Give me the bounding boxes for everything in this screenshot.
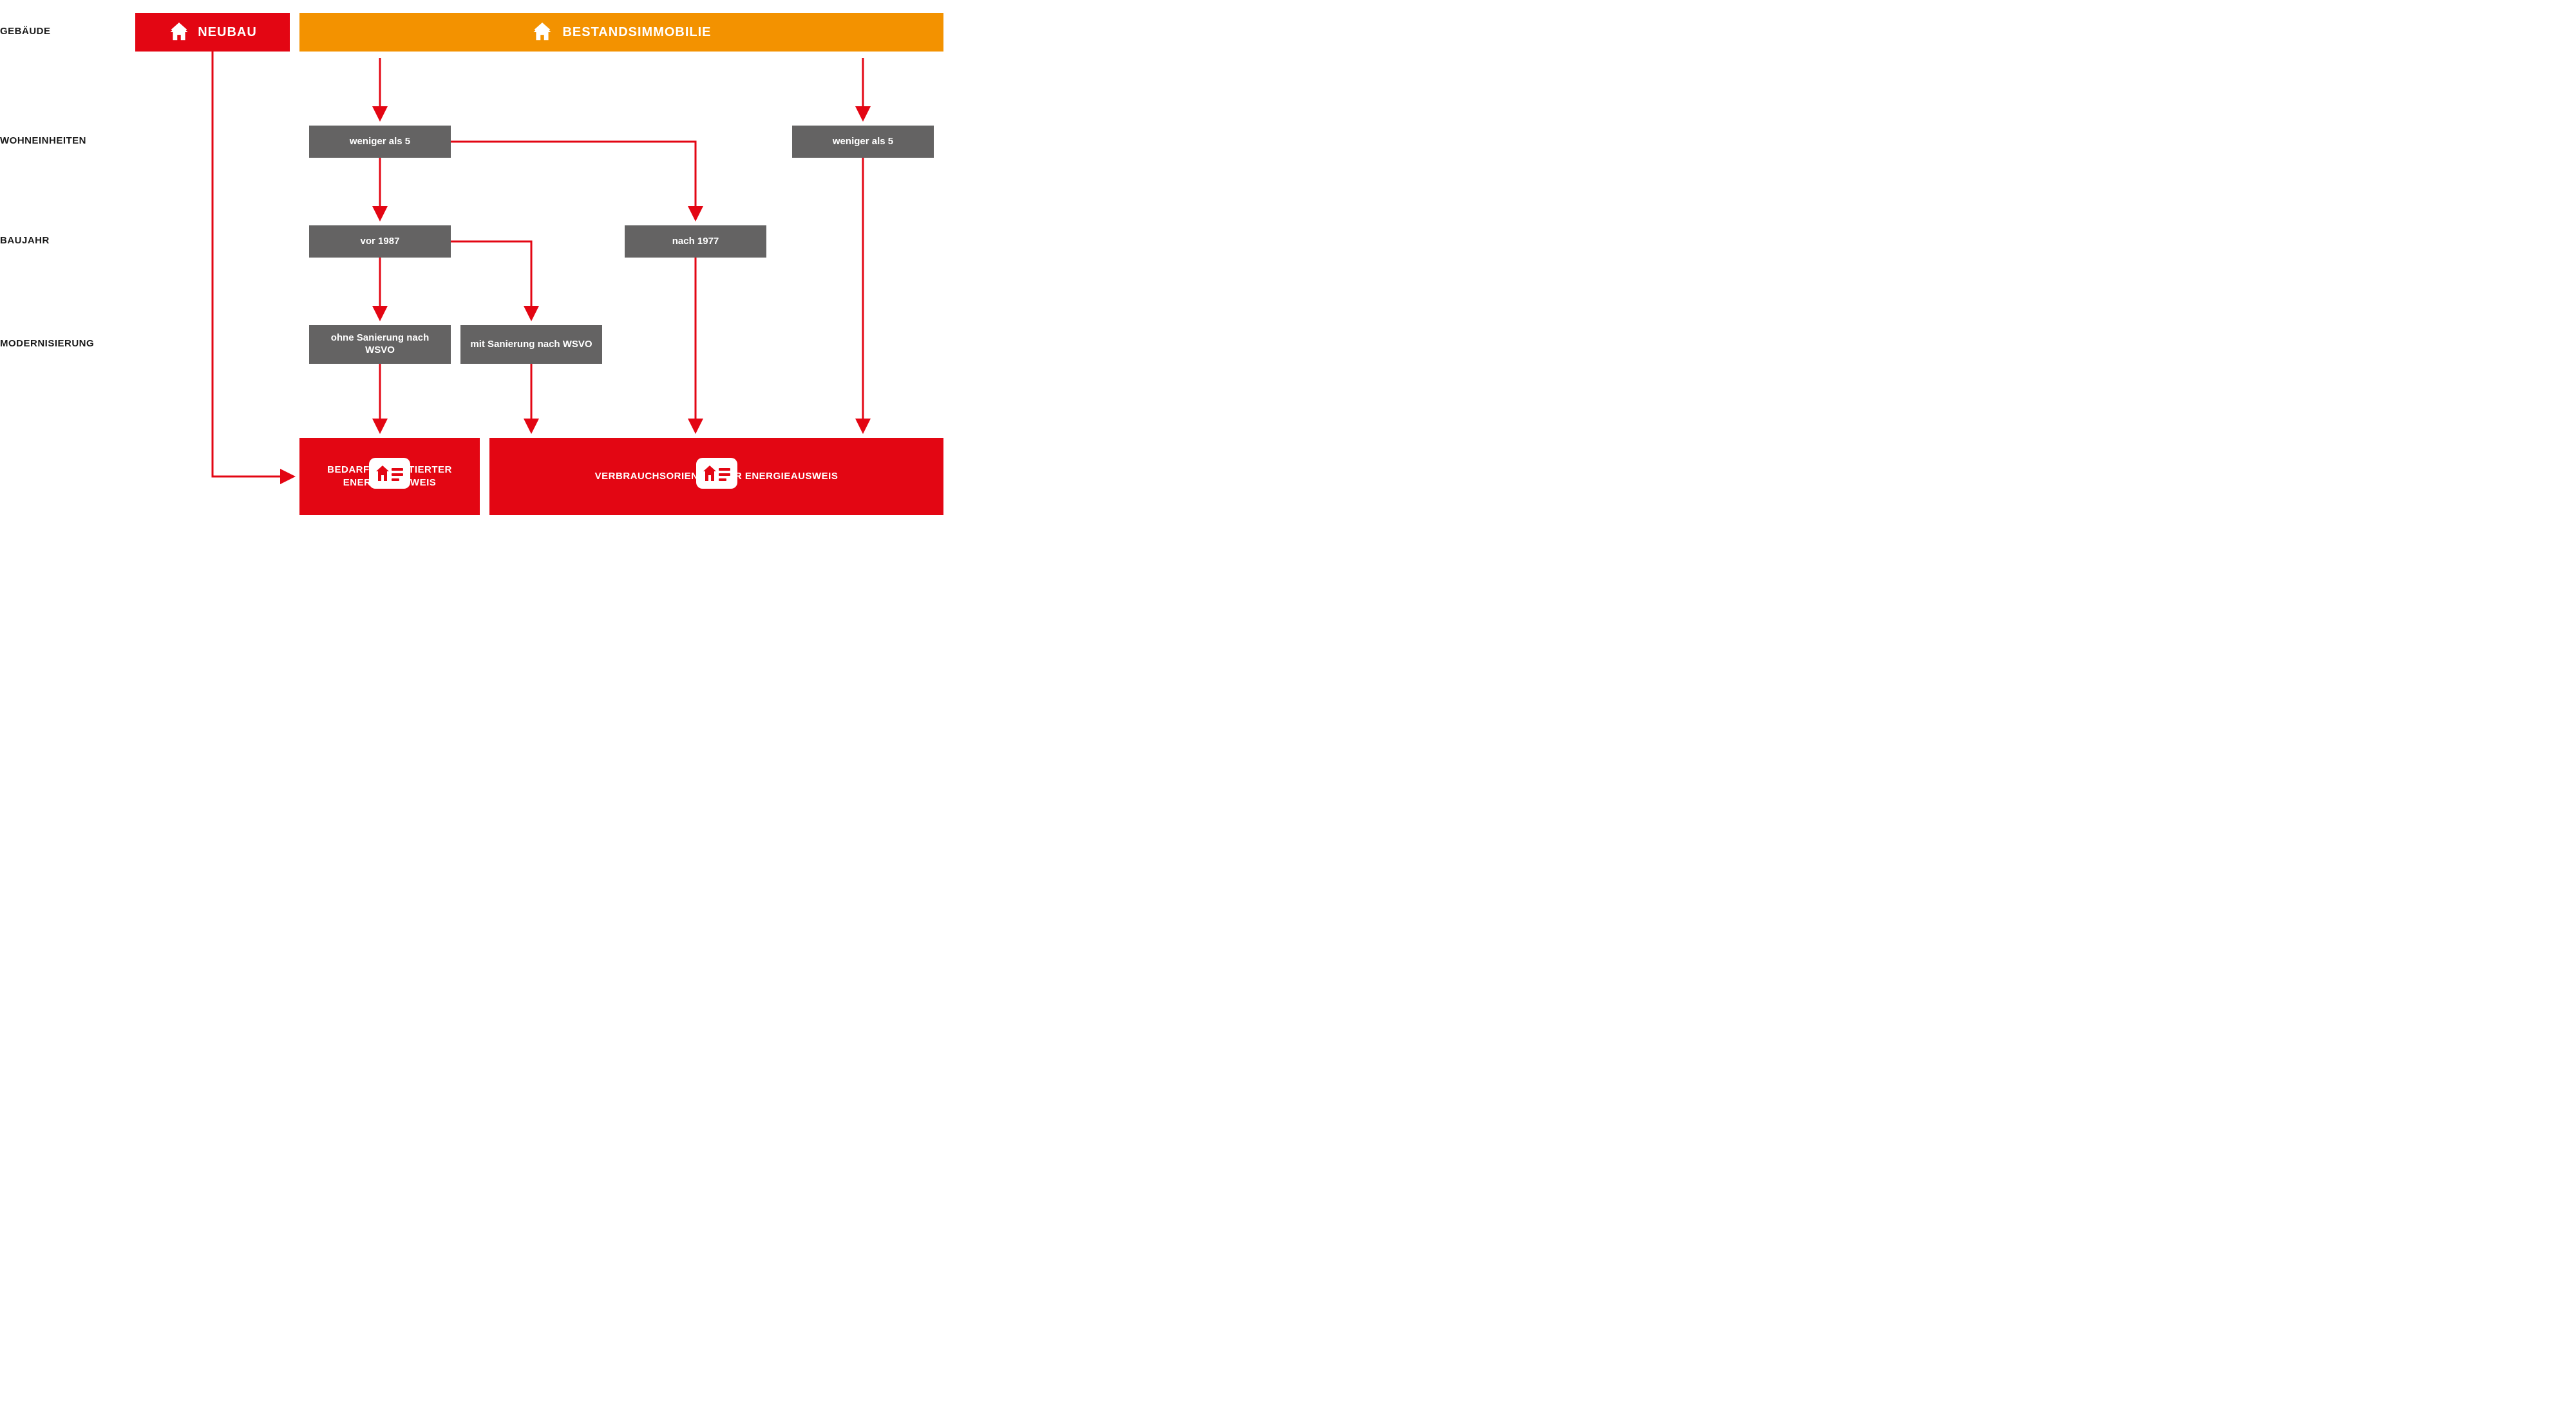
certificate-icon <box>369 458 410 489</box>
header-bestand-label: BESTANDSIMMOBILIE <box>562 25 711 40</box>
result-verbrauch: VERBRAUCHSORIENTIERTER ENERGIEAUSWEIS <box>489 438 943 515</box>
result-verbrauch-line2: ENERGIEAUSWEIS <box>745 471 838 482</box>
certificate-icon <box>696 458 737 489</box>
node-mod-left: ohne Sanierung nach WSVO <box>309 325 451 364</box>
row-label-units: WOHNEINHEITEN <box>0 135 129 146</box>
row-label-building: GEBÄUDE <box>0 26 129 37</box>
house-icon <box>168 23 190 42</box>
row-label-year: BAUJAHR <box>0 235 129 246</box>
node-units-right: weniger als 5 <box>792 126 934 158</box>
flowchart-stage: GEBÄUDE WOHNEINHEITEN BAUJAHR MODERNISIE… <box>0 0 966 528</box>
house-icon <box>531 23 553 42</box>
header-neubau: NEUBAU <box>135 13 290 52</box>
header-bestand: BESTANDSIMMOBILIE <box>299 13 943 52</box>
header-neubau-label: NEUBAU <box>198 25 257 40</box>
row-label-modernize: MODERNISIERUNG <box>0 338 129 349</box>
result-bedarf: BEDARFSORIENTIERTER ENERGIEAUSWEIS <box>299 438 480 515</box>
node-year-left: vor 1987 <box>309 225 451 258</box>
node-mod-right: mit Sanierung nach WSVO <box>460 325 602 364</box>
node-year-right: nach 1977 <box>625 225 766 258</box>
node-units-left: weniger als 5 <box>309 126 451 158</box>
